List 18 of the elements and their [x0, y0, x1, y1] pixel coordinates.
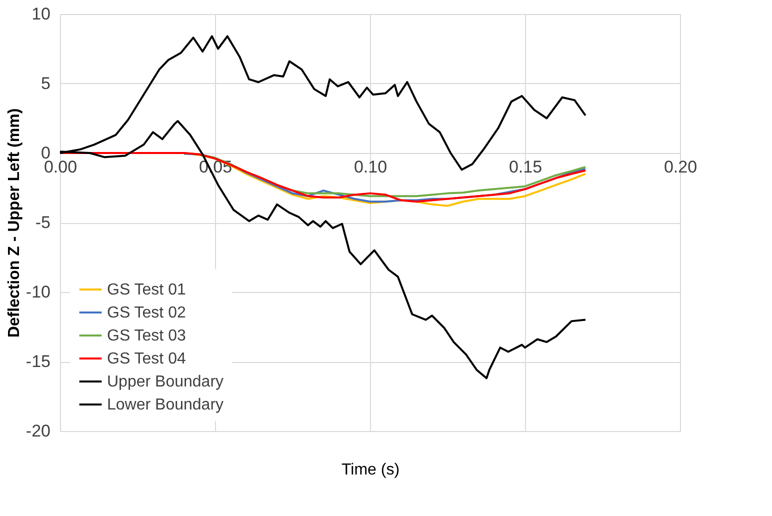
legend-label: GS Test 01: [107, 282, 186, 298]
legend-label: GS Test 02: [107, 304, 186, 322]
y-tick-label: -15: [26, 352, 50, 371]
y-tick-label: 5: [41, 74, 50, 93]
x-tick-label: 0.00: [44, 158, 78, 176]
x-tick-label: 0.10: [354, 158, 388, 176]
legend-label: Upper Boundary: [107, 374, 224, 390]
x-tick-label: 0.15: [508, 158, 542, 176]
legend-label: GS Test 03: [107, 328, 186, 344]
legend-label: GS Test 04: [107, 350, 186, 368]
legend-label: Lower Boundary: [107, 396, 224, 414]
y-tick-label: 10: [32, 4, 50, 24]
x-tick-label: 0.20: [664, 158, 698, 176]
x-axis-title: Time (s): [341, 462, 400, 478]
y-tick-label: -20: [26, 422, 50, 440]
y-tick-label: -10: [26, 282, 50, 302]
y-axis-title: Deflection Z - Upper Left (mm): [6, 108, 23, 338]
y-tick-label: -5: [35, 213, 50, 232]
